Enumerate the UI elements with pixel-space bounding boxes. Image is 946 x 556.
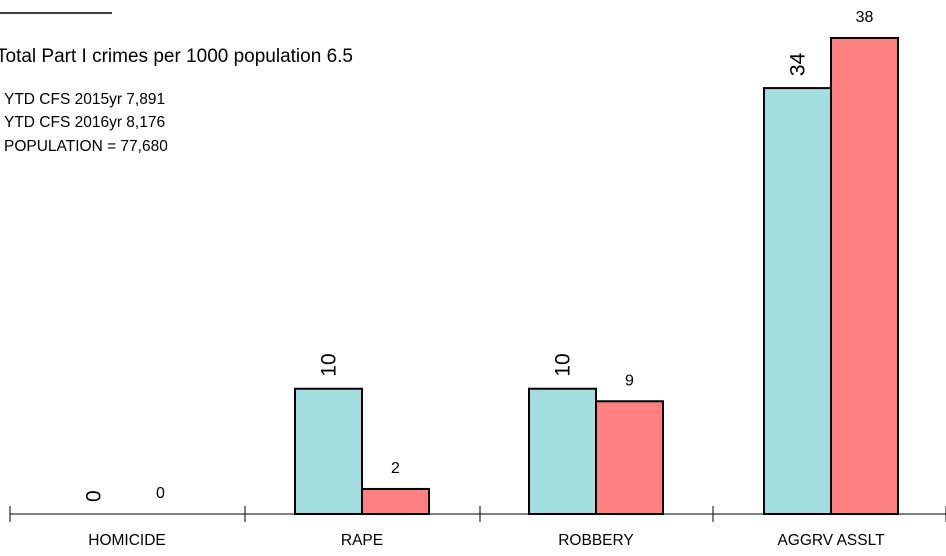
value-labels-group: 0 0 10 2 10 9 34 38	[83, 9, 874, 502]
annotation-cfs-2016: YTD CFS 2016yr 8,176	[4, 114, 165, 131]
bar-rape-s2	[361, 487, 430, 515]
category-labels-group: HOMICIDE RAPE ROBBERY AGGRV ASSLT	[88, 532, 885, 549]
bars-group	[294, 37, 899, 516]
bar-aggrv-asslt-s2	[830, 37, 899, 515]
bar-robbery-s1	[528, 387, 597, 516]
value-label: 2	[391, 460, 400, 477]
value-label: 34	[787, 52, 810, 76]
x-axis-ticks	[9, 506, 946, 522]
bar-aggrv-asslt-s1	[763, 87, 832, 516]
category-label: ROBBERY	[558, 532, 634, 549]
annotation-population: POPULATION = 77,680	[4, 138, 168, 155]
annotation-per-1000: Total Part I crimes per 1000 population …	[0, 46, 353, 67]
category-label: AGGRV ASSLT	[777, 532, 885, 549]
value-label: 10	[552, 353, 575, 376]
value-label: 0	[156, 485, 165, 502]
category-label: HOMICIDE	[88, 532, 166, 549]
value-label: 9	[625, 372, 634, 389]
bar-robbery-s2	[595, 400, 664, 515]
value-label: 10	[318, 353, 341, 376]
value-label: 38	[856, 9, 874, 26]
bar-rape-s1	[294, 387, 363, 516]
annotation-cfs-2015: YTD CFS 2015yr 7,891	[4, 91, 165, 108]
category-label: RAPE	[341, 532, 383, 549]
value-label: 0	[83, 490, 106, 502]
